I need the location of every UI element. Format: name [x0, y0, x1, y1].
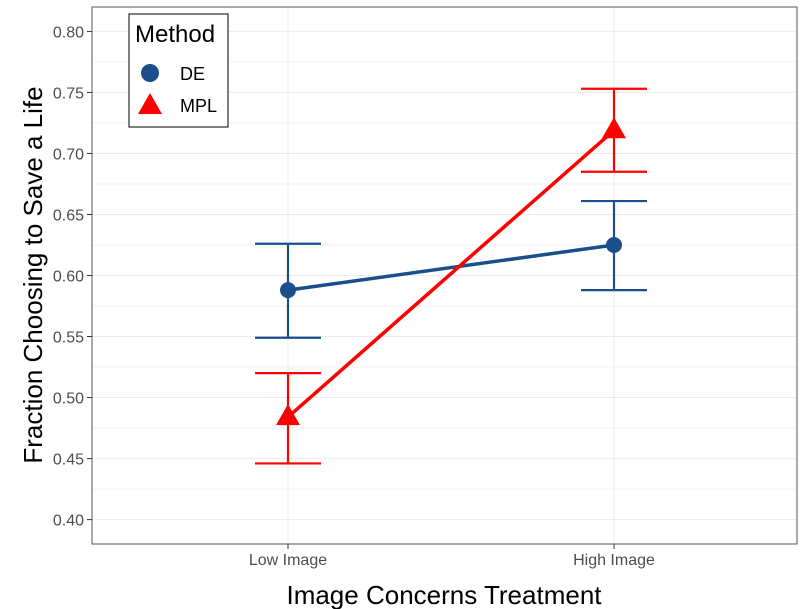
y-axis-title: Fraction Choosing to Save a Life	[18, 86, 48, 463]
x-axis-title: Image Concerns Treatment	[286, 580, 602, 609]
data-point-mpl	[602, 117, 626, 139]
y-tick-label: 0.70	[53, 146, 84, 163]
data-point-de	[606, 236, 622, 253]
data-point-mpl	[276, 404, 300, 426]
series-line-mpl	[286, 128, 616, 419]
legend-key-de	[141, 64, 159, 82]
x-axis-ticks: Low Image High Image	[249, 544, 655, 569]
legend: Method DE MPL	[128, 13, 229, 128]
y-tick-label: 0.45	[53, 452, 84, 469]
y-tick-label: 0.65	[53, 207, 84, 224]
y-tick-label: 0.55	[53, 330, 84, 347]
y-axis-ticks: 0.40 0.45 0.50 0.55 0.60 0.65 0.70 0.75 0.80	[53, 24, 92, 530]
legend-key-mpl	[138, 93, 162, 114]
legend-label-de: DE	[180, 64, 205, 84]
legend-title: Method	[135, 21, 215, 48]
data-point-de	[280, 282, 296, 299]
series-line-de	[287, 243, 615, 292]
x-tick-label: Low Image	[249, 552, 327, 569]
legend-item-de: DE	[141, 64, 205, 84]
y-tick-label: 0.75	[53, 85, 84, 102]
legend-item-mpl: MPL	[138, 93, 217, 116]
x-tick-label: High Image	[573, 552, 655, 569]
y-tick-label: 0.40	[53, 513, 84, 530]
series-layer	[255, 87, 647, 465]
legend-label-mpl: MPL	[180, 96, 217, 116]
y-tick-label: 0.80	[53, 24, 84, 41]
y-tick-label: 0.60	[53, 269, 84, 286]
y-tick-label: 0.50	[53, 391, 84, 408]
series-mpl	[255, 87, 647, 465]
series-de	[255, 199, 647, 339]
